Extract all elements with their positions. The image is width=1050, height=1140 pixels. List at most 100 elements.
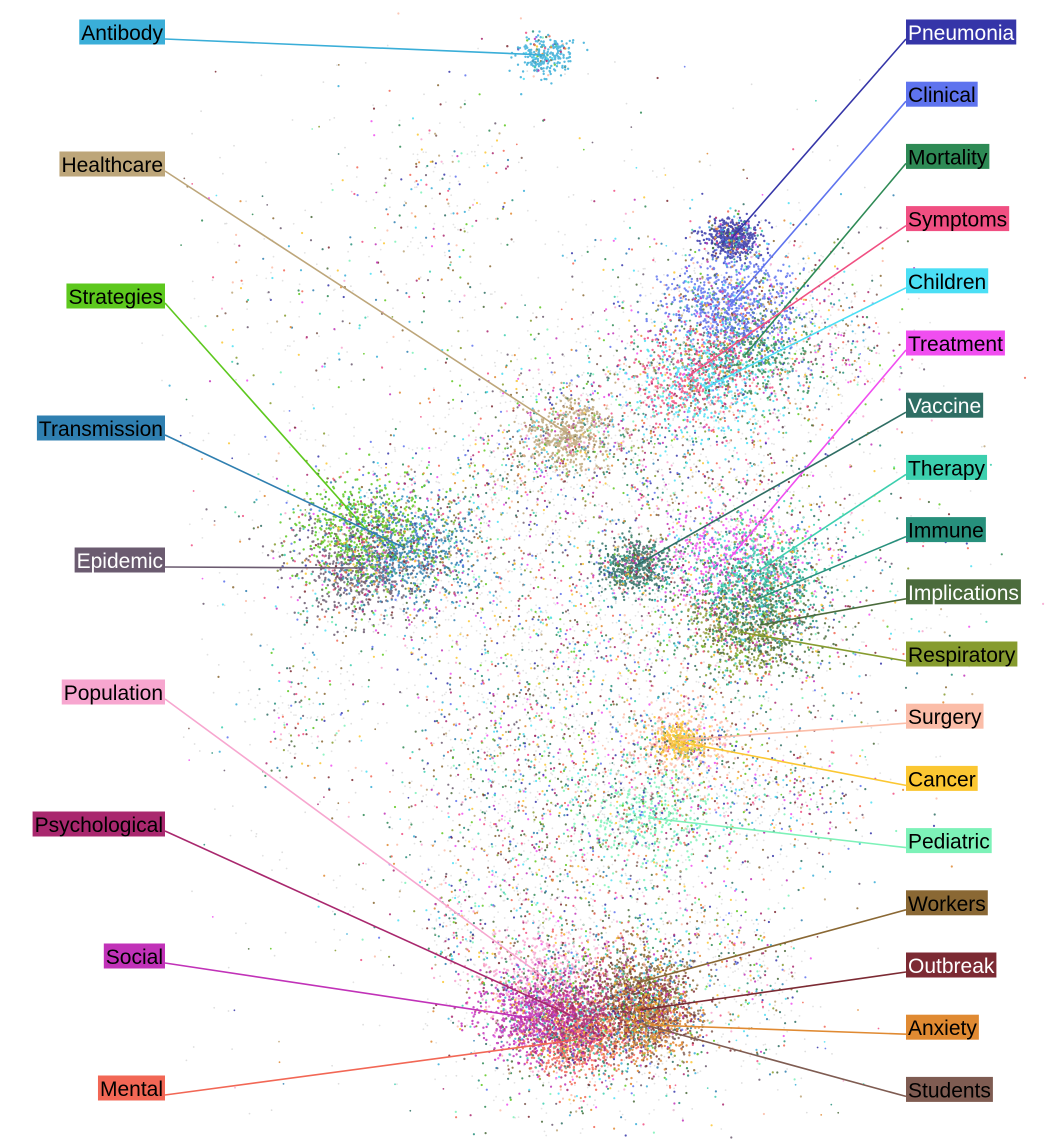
cluster-label-text: Anxiety (908, 1017, 977, 1040)
cluster-label-implications: Implications (906, 579, 1021, 605)
cluster-label-box (906, 81, 978, 107)
cluster-label-text: Outbreak (908, 955, 995, 978)
cluster-label-box (906, 1076, 993, 1102)
cluster-label-outbreak: Outbreak (906, 952, 997, 978)
cluster-label-box (906, 641, 1018, 667)
cluster-label-text: Students (908, 1079, 991, 1102)
scatter-point-group (180, 48, 1003, 1113)
leader-line-implications (759, 598, 907, 626)
cluster-label-symptoms: Symptoms (906, 206, 1010, 232)
scatter-point-group (202, 69, 926, 1139)
cluster-label-psychological: Psychological (32, 811, 165, 837)
cluster-label-anxiety: Anxiety (906, 1014, 979, 1040)
cluster-label-cancer: Cancer (906, 765, 978, 791)
cluster-label-text: Symptoms (908, 209, 1007, 232)
leader-line-students (644, 1024, 907, 1098)
leader-line-healthcare (164, 170, 571, 436)
cluster-label-immune: Immune (906, 517, 986, 543)
cluster-label-text: Pediatric (908, 831, 990, 854)
cluster-label-box (61, 679, 165, 705)
cluster-label-text: Healthcare (61, 154, 163, 177)
cluster-label-text: Workers (908, 893, 986, 916)
leader-line-children (704, 287, 907, 389)
cluster-label-students: Students (906, 1076, 993, 1102)
scatter-point-group (183, 53, 882, 1106)
leader-line-treatment (729, 349, 907, 559)
cluster-label-box (906, 19, 1017, 45)
cluster-label-box (906, 952, 997, 978)
cluster-label-text: Pneumonia (908, 22, 1015, 45)
cluster-label-text: Mortality (908, 146, 988, 169)
leader-line-epidemic (164, 566, 366, 569)
cluster-label-text: Respiratory (908, 644, 1016, 667)
leader-line-transmission (164, 434, 406, 549)
leader-line-vaccine (634, 411, 907, 567)
cluster-label-text: Population (64, 682, 163, 705)
cluster-label-text: Antibody (81, 22, 163, 45)
cluster-label-epidemic: Epidemic (74, 547, 165, 573)
cluster-label-treatment: Treatment (906, 330, 1005, 356)
leader-line-symptoms (689, 224, 907, 376)
cluster-label-transmission: Transmission (36, 415, 165, 441)
cluster-label-pediatric: Pediatric (906, 828, 992, 854)
cluster-label-box (74, 547, 165, 573)
cluster-label-box (906, 890, 988, 916)
leader-line-mortality (744, 162, 907, 356)
leader-line-surgery (679, 722, 907, 741)
cluster-label-box (906, 828, 992, 854)
leader-line-population (164, 698, 546, 979)
cluster-label-text: Immune (908, 520, 984, 543)
cluster-label-box (906, 268, 989, 294)
scatter-point-group (141, 44, 992, 1137)
leader-line-strategies (164, 302, 366, 529)
leader-line-pneumonia (731, 38, 907, 239)
cluster-label-pneumonia: Pneumonia (906, 19, 1017, 45)
cluster-label-text: Cancer (908, 768, 976, 791)
cluster-label-text: Treatment (908, 333, 1003, 356)
cluster-label-box (906, 206, 1010, 232)
cluster-label-population: Population (61, 679, 165, 705)
cluster-label-vaccine: Vaccine (906, 392, 984, 418)
cluster-label-children: Children (906, 268, 989, 294)
cluster-label-workers: Workers (906, 890, 988, 916)
leader-line-immune (754, 535, 907, 601)
leader-line-workers (639, 909, 907, 983)
cluster-label-text: Psychological (35, 814, 163, 837)
cluster-label-respiratory: Respiratory (906, 641, 1018, 667)
cluster-label-box (906, 517, 986, 543)
cluster-label-box (906, 579, 1021, 605)
cluster-label-box (906, 392, 984, 418)
cluster-label-text: Epidemic (77, 550, 163, 573)
cluster-label-text: Strategies (68, 286, 163, 309)
cluster-label-text: Clinical (908, 84, 976, 107)
cluster-label-box (66, 283, 165, 309)
cluster-label-box (906, 765, 978, 791)
cluster-label-text: Surgery (908, 706, 982, 729)
cluster-label-box (79, 19, 165, 45)
cluster-label-box (906, 330, 1005, 356)
leader-line-antibody (164, 38, 546, 56)
leader-line-clinical (729, 100, 907, 306)
cluster-label-box (906, 703, 984, 729)
cluster-label-social: Social (103, 943, 165, 969)
cluster-label-mental: Mental (97, 1075, 165, 1101)
cluster-label-strategies: Strategies (66, 283, 165, 309)
leader-line-anxiety (649, 1024, 907, 1035)
leader-line-mental (164, 1039, 576, 1096)
leader-line-pediatric (649, 817, 907, 849)
cluster-label-antibody: Antibody (79, 19, 165, 45)
cluster-label-box (97, 1075, 165, 1101)
cluster-label-text: Transmission (39, 418, 163, 441)
cluster-label-box (906, 143, 990, 169)
cluster-label-box (103, 943, 165, 969)
cluster-label-box (906, 1014, 979, 1040)
cluster-label-box (59, 151, 165, 177)
cluster-label-box (906, 454, 988, 480)
leader-line-outbreak (639, 971, 907, 1011)
leader-line-cancer (679, 741, 907, 787)
cluster-label-text: Social (106, 946, 163, 969)
cluster-label-text: Mental (100, 1078, 163, 1101)
cluster-label-text: Therapy (908, 457, 986, 480)
leader-line-therapy (759, 473, 907, 571)
